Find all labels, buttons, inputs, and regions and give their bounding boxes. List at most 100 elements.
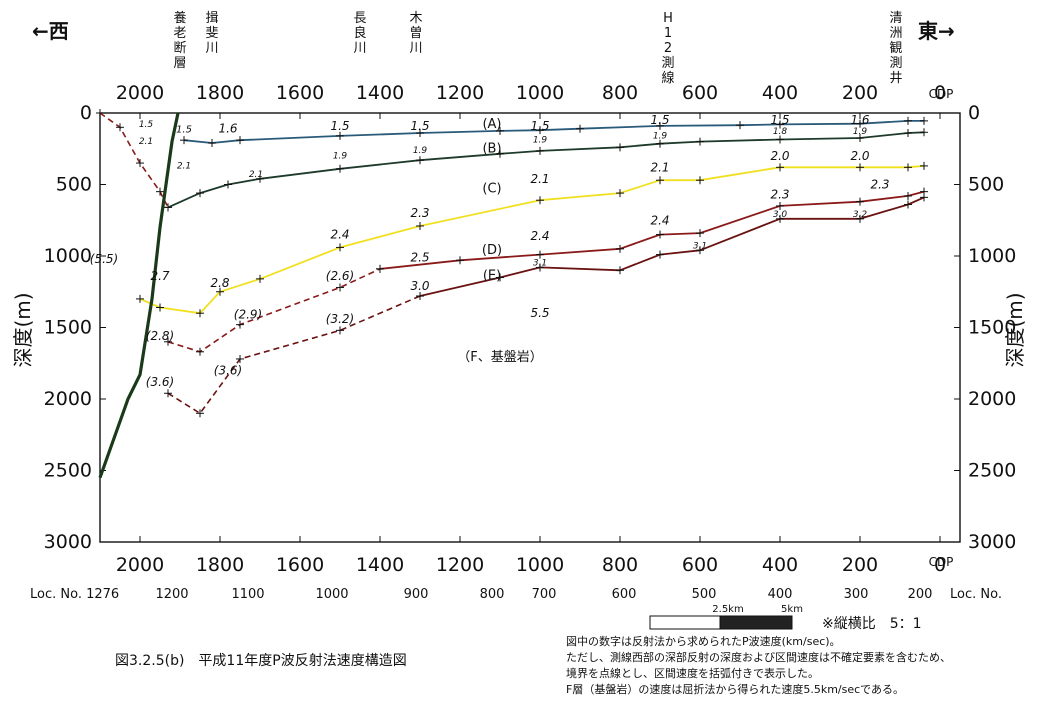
series-line [183,120,924,144]
velocity-label: 3.1 [533,259,547,269]
series-line [99,112,169,208]
velocity-label: 2.4 [330,228,349,242]
x-tick-label-bottom: 200 [842,554,878,576]
scale-label-2.5km: 2.5km [712,604,743,615]
velocity-label: 1.9 [413,146,428,156]
loc-number: 1200 [155,587,188,602]
cdp-label-bottom: CDP [929,555,954,569]
location-mark-label: 木曽川 [409,11,422,56]
velocity-label: 2.1 [650,160,669,174]
loc-number: 800 [480,587,505,602]
location-mark-label: 揖斐川 [205,11,218,56]
velocity-label: 2.1 [249,170,263,180]
x-tick-label-bottom: 1000 [516,554,564,576]
velocity-label: 3.2 [853,210,868,220]
aspect-ratio-note: ※縦横比 5：1 [822,616,922,632]
velocity-label: 1.8 [773,127,788,137]
figure-caption: 図3.2.5(b) 平成11年度P波反射法速度構造図 [115,653,407,669]
west-label: ←西 [32,19,69,43]
x-tick-label-top: 600 [682,82,718,104]
y-axis-title-left: 深度(m) [11,292,35,367]
x-tick-label-top: 1400 [356,82,404,104]
x-tick-label-bottom: 0 [934,554,946,576]
scale-bar-white [649,615,721,630]
loc-number: 200 [908,587,933,602]
layer-label: （F、基盤岩） [457,350,542,365]
y-tick-label-left: 2000 [44,388,92,410]
velocity-label: (3.6) [214,363,242,377]
layer-label: (B) [482,141,501,156]
velocity-label: 1.9 [333,151,348,161]
location-mark-label: H 1 2 測線 [661,11,674,86]
velocity-label: 1.5 [530,119,549,133]
loc-number: 700 [532,587,557,602]
footnote-line: 境界を点線とし、区間速度を括弧付きで表示した。 [566,666,819,680]
x-tick-label-bottom: 1200 [436,554,484,576]
y-tick-label-left: 3000 [44,531,92,553]
loc-number: 500 [692,587,717,602]
velocity-label: 2.1 [139,137,153,147]
velocity-label: 2.0 [770,149,789,163]
velocity-label: 2.5 [410,250,429,264]
y-tick-label-right: 2500 [968,460,1016,482]
x-tick-label-top: 200 [842,82,878,104]
velocity-label: (3.6) [146,375,174,389]
scale-label-5km: 5km [781,604,803,615]
x-tick-label-bottom: 1800 [196,554,244,576]
velocity-label: 2.4 [650,213,669,227]
velocity-label: 1.5 [176,125,192,136]
x-tick-label-top: 2000 [116,82,164,104]
layer-label: (E) [483,269,501,284]
velocity-label: 2.1 [177,161,191,171]
velocity-label: 2.3 [870,178,889,192]
x-tick-label-top: 0 [934,82,946,104]
x-tick-label-top: 1800 [196,82,244,104]
x-tick-label-top: 400 [762,82,798,104]
series-line [98,112,180,479]
layer-label: (C) [482,181,501,196]
velocity-label: 3.1 [693,242,707,252]
series-line [379,190,925,270]
velocity-label: 2.3 [770,188,789,202]
velocity-label: 1.5 [770,113,789,127]
loc-number: 900 [404,587,429,602]
velocity-label: (5.5) [90,252,118,266]
location-mark-label: 長良川 [353,11,366,56]
velocity-label: 2.1 [530,172,549,186]
layer-label: (D) [482,243,502,258]
y-tick-label-left: 0 [80,102,92,124]
footnote-line: 図中の数字は反射法から求められたP波速度(km/sec)。 [566,634,841,648]
velocity-label: 5.5 [530,306,549,320]
cdp-label-top: CDP [929,87,954,101]
y-tick-label-left: 500 [56,174,92,196]
scale-bar-black [719,615,793,630]
east-label: 東→ [918,19,955,43]
y-tick-label-right: 2000 [968,388,1016,410]
y-tick-label-left: 2500 [44,460,92,482]
loc-number: 400 [768,587,793,602]
velocity-label: 2.0 [850,149,869,163]
location-mark-label: 養老断層 [173,10,186,71]
y-axis-title-right: 深度(m) [1003,292,1027,367]
x-tick-label-bottom: 1400 [356,554,404,576]
x-tick-label-bottom: 400 [762,554,798,576]
series-line [419,196,925,297]
loc-label-right: Loc. No. [950,587,1002,602]
x-tick-label-top: 800 [602,82,638,104]
x-tick-label-top: 1200 [436,82,484,104]
loc-label-left: Loc. No. 1276 [30,587,119,602]
velocity-label: 2.7 [150,269,169,283]
location-mark-label: 清洲観測井 [889,11,902,86]
velocity-label: 2.3 [410,206,429,220]
loc-number: 600 [612,587,637,602]
velocity-label: 1.6 [850,113,869,127]
y-tick-label-left: 1500 [44,317,92,339]
velocity-label: 2.8 [210,276,229,290]
x-tick-label-top: 1000 [516,82,564,104]
velocity-label: 1.5 [139,120,154,130]
y-tick-label-left: 1000 [44,245,92,267]
velocity-label: 1.9 [533,136,548,146]
y-tick-label-right: 500 [968,174,1004,196]
velocity-label: 2.4 [530,229,549,243]
